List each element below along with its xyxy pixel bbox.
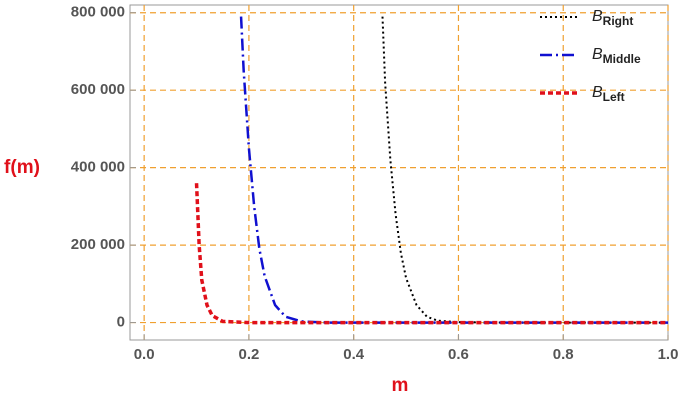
legend-name: B — [592, 8, 603, 25]
x-tick-label: 0.4 — [343, 346, 365, 363]
series-line — [381, 16, 668, 324]
legend-label: BRight — [592, 8, 633, 28]
y-tick-label: 800 000 — [71, 4, 125, 21]
y-axis-label: f(m) — [4, 157, 40, 178]
x-axis-label: m — [392, 375, 409, 396]
legend-label: BLeft — [592, 84, 625, 104]
legend-name: B — [592, 84, 603, 101]
legend-label: BMiddle — [592, 46, 641, 66]
y-tick-label: 0 — [117, 314, 125, 331]
y-tick-label: 200 000 — [71, 236, 125, 253]
legend-subscript: Right — [603, 14, 634, 28]
series-line — [194, 183, 668, 325]
legend-name: B — [592, 46, 603, 63]
y-tick-label: 600 000 — [71, 81, 125, 98]
legend-subscript: Left — [603, 90, 625, 104]
x-tick-label: 1.0 — [658, 346, 679, 363]
x-tick-label: 0.2 — [238, 346, 259, 363]
legend-subscript: Middle — [603, 52, 641, 66]
plot-frame — [129, 4, 669, 341]
x-tick-label: 0.0 — [134, 346, 155, 363]
x-tick-label: 0.8 — [553, 346, 574, 363]
y-tick-label: 400 000 — [71, 159, 125, 176]
x-tick-label: 0.6 — [448, 346, 469, 363]
